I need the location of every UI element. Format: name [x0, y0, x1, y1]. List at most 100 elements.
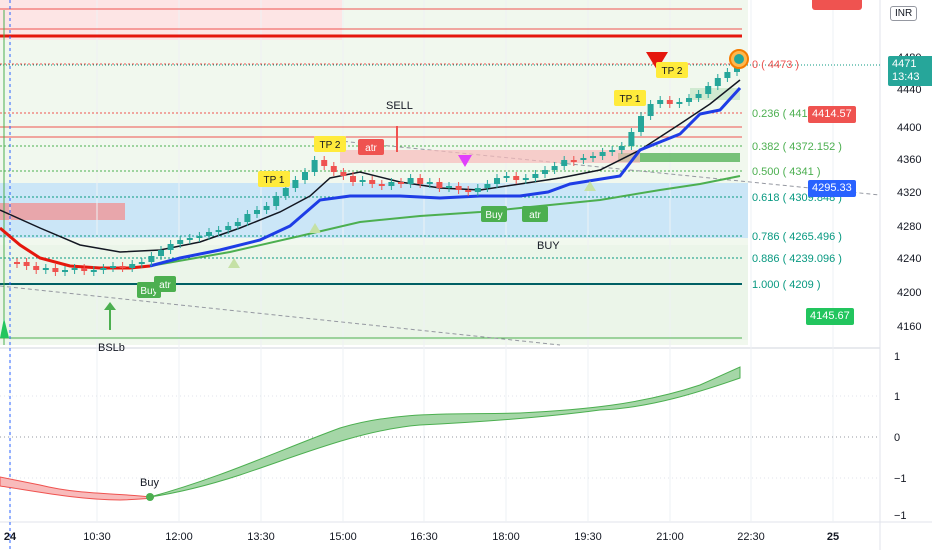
currency-button[interactable]: INR: [890, 6, 918, 21]
price-tick-label: 4240: [897, 253, 921, 265]
tp2-tag-b-label: TP 2: [662, 66, 683, 77]
candle-body: [110, 266, 116, 268]
candles: [14, 62, 740, 276]
tp2-tag-a[interactable]: TP 2: [314, 136, 346, 152]
countdown: 13:43: [892, 71, 920, 83]
candle-body: [71, 268, 78, 270]
candle-body: [494, 178, 500, 184]
tp1-tag-a-label: TP 1: [264, 175, 285, 186]
candle-body: [244, 214, 251, 222]
atr-red-tag[interactable]: atr: [358, 139, 384, 155]
candle-body: [513, 176, 520, 180]
candle-body: [618, 146, 625, 150]
osc-buy-label: Buy: [140, 477, 159, 489]
candle-body: [282, 188, 289, 196]
green-arrow-marker: [0, 318, 9, 338]
price-tick-label: 4320: [897, 187, 921, 199]
candle-body: [398, 182, 404, 184]
current-price-dot-inner: [734, 54, 744, 64]
candle-body: [590, 156, 596, 158]
top-red-price-box: [812, 0, 862, 10]
candle-body: [330, 166, 337, 172]
buy-label: BUY: [537, 240, 560, 252]
candle-body: [503, 176, 510, 178]
candle-body: [350, 176, 356, 182]
price-tick-label: 4280: [897, 221, 921, 233]
green-price-label: 4145.67: [806, 308, 854, 325]
atr-tag-a[interactable]: atr: [154, 276, 176, 292]
candle-body: [62, 270, 68, 272]
candle-body: [81, 268, 88, 271]
candle-body: [426, 182, 433, 184]
zone-red-left: [0, 203, 125, 220]
candle-body: [177, 240, 184, 244]
time-tick-label: 12:00: [165, 531, 193, 543]
time-tick-label: 18:00: [492, 531, 520, 543]
candle-body: [129, 264, 136, 268]
triangle-up-marker: [584, 181, 596, 191]
candle-body: [705, 86, 712, 94]
buy-tag-a-label: Buy: [140, 286, 157, 297]
buy-tag-b[interactable]: Buy: [481, 206, 507, 222]
osc-buy-dot: [146, 493, 154, 501]
zone-red-top: [0, 0, 342, 40]
candle-body: [436, 182, 443, 188]
osc-tick-label: 1: [894, 391, 900, 403]
time-tick-label: 21:00: [656, 531, 684, 543]
tp2-tag-b[interactable]: TP 2: [656, 62, 688, 78]
price-tick-label: 4360: [897, 154, 921, 166]
fib-label: 0 ( 4473 ): [752, 59, 799, 71]
candle-body: [465, 190, 472, 192]
fib-label: 0.786 ( 4265.496 ): [752, 231, 842, 243]
time-tick-label: 19:30: [574, 531, 602, 543]
candle-body: [599, 152, 606, 156]
candle-body: [311, 160, 318, 172]
candle-body: [138, 262, 145, 264]
candle-body: [657, 100, 664, 104]
candle-body: [532, 174, 539, 178]
red-price-label: 4414.57: [808, 106, 856, 123]
candle-body: [321, 160, 328, 166]
candle-body: [33, 266, 40, 270]
candle-body: [647, 104, 654, 116]
time-tick-label: 13:30: [247, 531, 275, 543]
candle-body: [359, 180, 366, 182]
fib-label: 0.382 ( 4372.152 ): [752, 141, 842, 153]
candle-body: [292, 180, 299, 188]
tp1-tag-a[interactable]: TP 1: [258, 171, 290, 187]
zone-red-mid: [340, 150, 640, 163]
candle-body: [378, 184, 385, 186]
candle-body: [638, 116, 644, 132]
candle-body: [23, 262, 30, 266]
trendline: [0, 285, 561, 346]
osc-tick-label: 0: [894, 432, 900, 444]
candle-body: [455, 186, 462, 190]
atr-tag-b[interactable]: atr: [522, 206, 548, 222]
candle-body: [148, 256, 155, 262]
osc-band-green: [149, 366, 741, 498]
candle-body: [609, 150, 616, 152]
candle-body: [119, 266, 126, 268]
zone-green-small: [690, 88, 740, 100]
buy-tag-b-label: Buy: [485, 210, 502, 221]
atr-tag-b-label: atr: [529, 210, 541, 221]
candle-body: [254, 210, 260, 214]
price-tick-label: 4400: [897, 122, 921, 134]
triangle-down-marker: [458, 155, 472, 167]
candle-body: [561, 160, 568, 166]
oscillator-axis: 1 1 0 −1 −1: [894, 351, 907, 522]
candle-body: [676, 102, 683, 104]
tp1-tag-b[interactable]: TP 1: [614, 90, 646, 106]
candle-body: [273, 196, 280, 206]
candle-body: [186, 238, 193, 240]
price-axis: 448044404400436043204280424042004160: [897, 52, 921, 333]
zone-green-bottom: [0, 245, 748, 340]
candle-body: [340, 172, 347, 176]
candle-body: [714, 78, 721, 86]
current-price-box: 4471 13:43: [888, 56, 932, 86]
time-tick-label: 16:30: [410, 531, 438, 543]
trend-line-green: [149, 175, 741, 267]
fib-label: 0.500 ( 4341 ): [752, 166, 821, 178]
candle-body: [369, 180, 376, 184]
